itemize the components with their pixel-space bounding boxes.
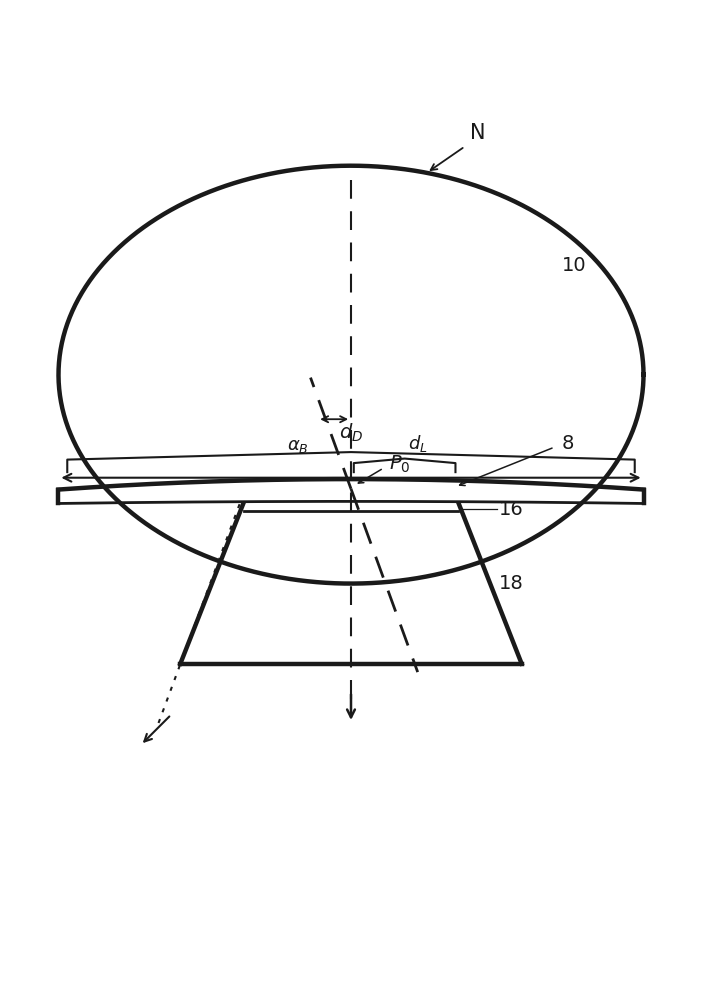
Text: $d_D$: $d_D$ (339, 421, 363, 444)
Text: 10: 10 (562, 256, 586, 275)
Text: $d_L$: $d_L$ (408, 433, 428, 454)
Text: $P_0$: $P_0$ (390, 454, 411, 475)
Text: N: N (470, 123, 485, 143)
Text: $\alpha_B$: $\alpha_B$ (287, 437, 309, 455)
Text: 16: 16 (499, 500, 524, 519)
Text: 18: 18 (499, 574, 524, 593)
Text: 8: 8 (562, 434, 574, 453)
